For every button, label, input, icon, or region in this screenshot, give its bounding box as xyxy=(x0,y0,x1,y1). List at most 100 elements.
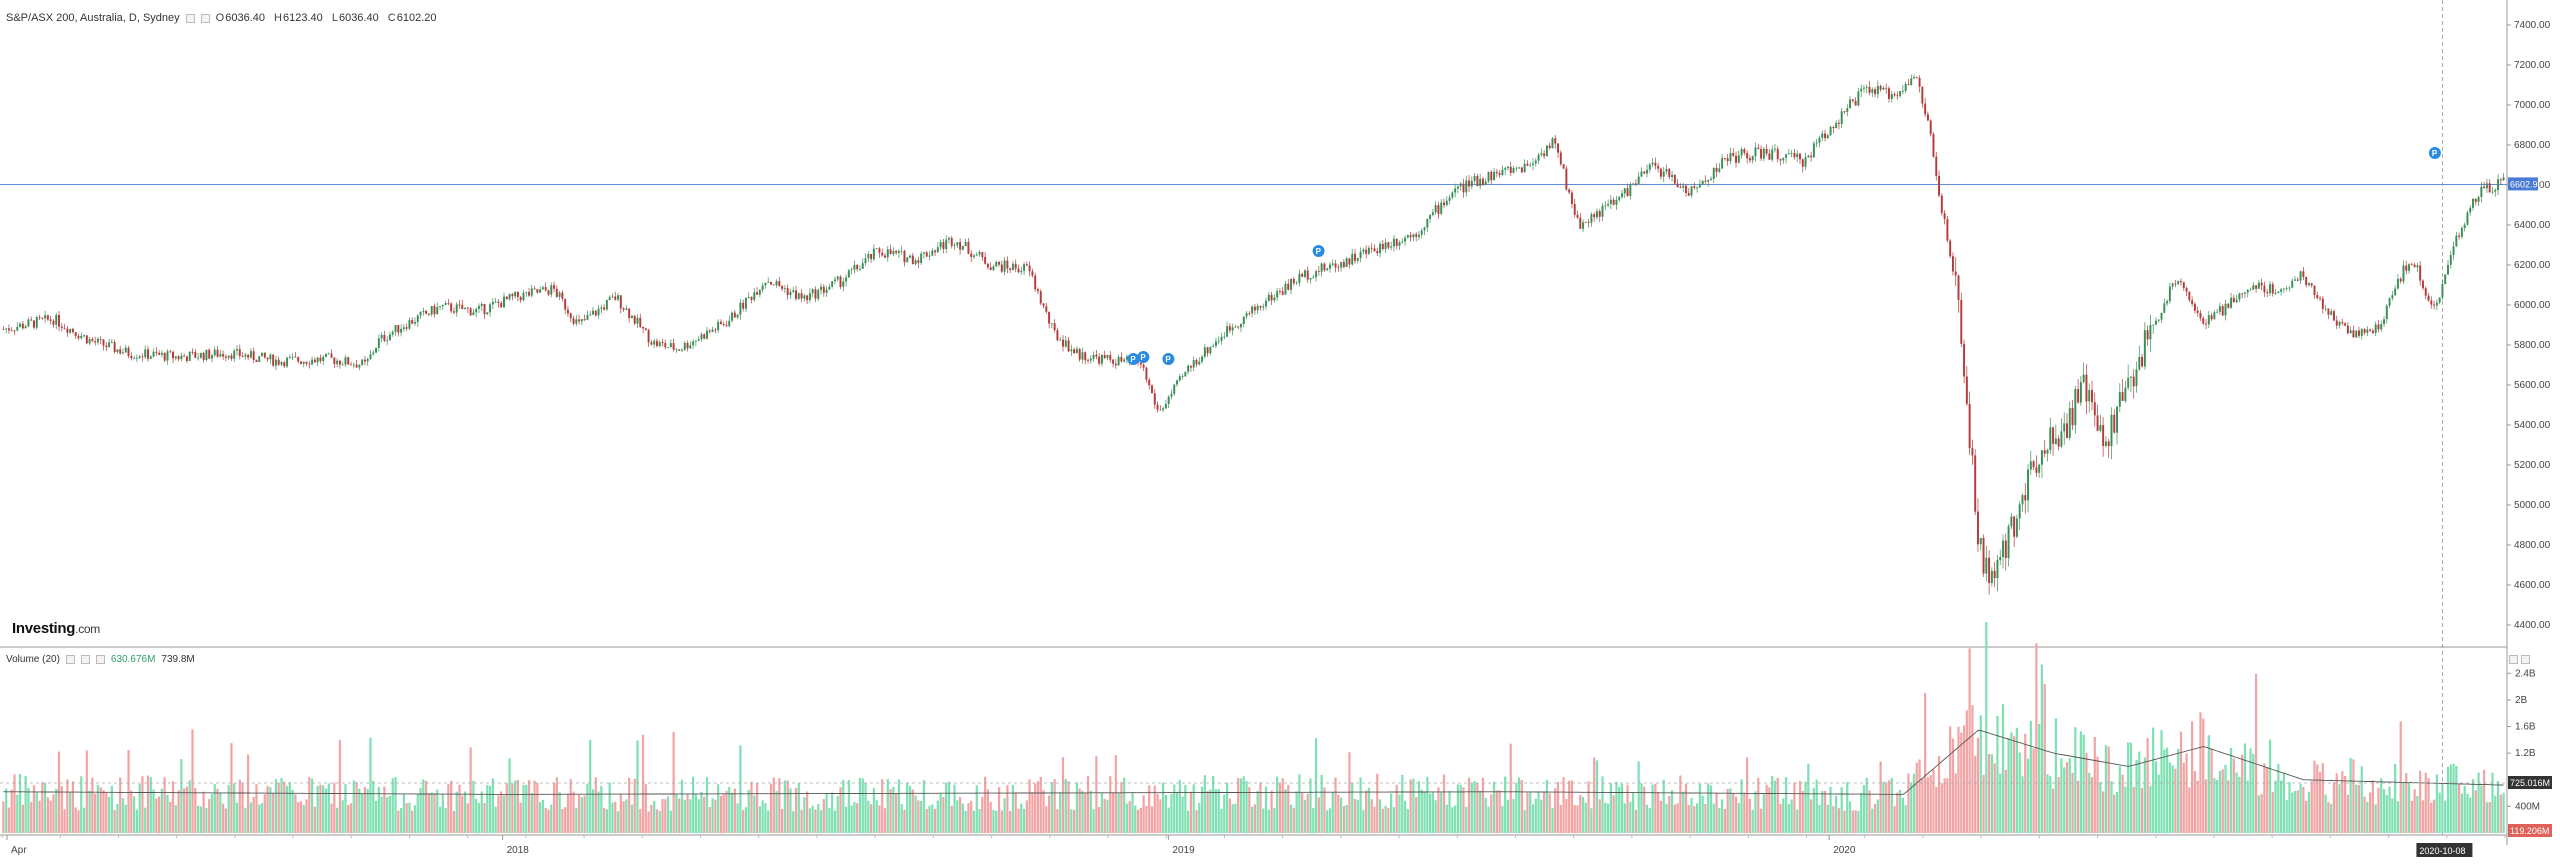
candle-body xyxy=(130,355,133,359)
candle-body xyxy=(694,340,697,342)
volume-bar xyxy=(2455,765,2458,833)
volume-bar xyxy=(2174,768,2177,833)
volume-bar xyxy=(2416,795,2419,833)
volume-bar xyxy=(1993,763,1996,833)
candle-body xyxy=(1726,158,1729,162)
candle-body xyxy=(925,252,928,257)
volume-bar xyxy=(544,807,547,833)
volume-bar xyxy=(2015,727,2019,833)
candle-body xyxy=(2477,197,2480,202)
candle-body xyxy=(1826,135,1829,139)
candle-body xyxy=(733,312,736,318)
hide-icon[interactable] xyxy=(65,655,75,664)
volume-bar xyxy=(2391,798,2394,833)
volume-bar xyxy=(1896,792,1899,833)
candle-body xyxy=(1990,570,1993,584)
volume-bar xyxy=(1017,808,1020,833)
volume-ma-line xyxy=(3,729,2504,795)
candle-body xyxy=(2260,282,2263,286)
volume-bar xyxy=(811,805,814,833)
volume-bar xyxy=(2424,772,2427,833)
volume-bar xyxy=(539,802,542,833)
volume-bar xyxy=(2218,770,2222,833)
volume-bar xyxy=(753,795,756,833)
candle-body xyxy=(408,320,411,329)
close-icon[interactable] xyxy=(95,655,105,664)
pane-controls xyxy=(2509,655,2530,664)
candle-body xyxy=(1117,356,1120,366)
volume-bar xyxy=(2360,766,2363,833)
settings-icon[interactable] xyxy=(200,13,210,23)
volume-bar xyxy=(1740,779,1743,833)
candle-body xyxy=(2049,427,2052,451)
volume-bar xyxy=(778,778,781,833)
volume-bar xyxy=(1987,754,1991,833)
volume-bar xyxy=(1448,790,1451,833)
volume-bar xyxy=(2463,785,2466,833)
hide-icon[interactable] xyxy=(185,13,195,23)
close-icon[interactable] xyxy=(2521,655,2530,664)
volume-bar xyxy=(322,785,325,833)
maximize-icon[interactable] xyxy=(2509,655,2518,664)
candle-body xyxy=(2444,274,2447,285)
volume-bar xyxy=(1779,803,1782,833)
candle-body xyxy=(1595,211,1598,218)
candle-body xyxy=(1278,291,1281,293)
candle-body xyxy=(1103,354,1106,359)
candle-body xyxy=(2046,450,2049,454)
volume-bar xyxy=(2277,764,2280,833)
volume-bar xyxy=(1676,803,1679,833)
price-tick-label: 4600.00 xyxy=(2514,580,2551,591)
candle-body xyxy=(1181,376,1184,378)
volume-bar xyxy=(2332,782,2336,833)
candle-body xyxy=(464,307,467,310)
volume-bar xyxy=(1342,805,1345,833)
candle-body xyxy=(2199,312,2202,319)
volume-tick-label: 400M xyxy=(2515,801,2540,812)
volume-bar xyxy=(372,780,375,833)
candle-body xyxy=(2188,291,2191,301)
candle-body xyxy=(1598,211,1601,217)
volume-bar xyxy=(255,784,258,833)
candle-body xyxy=(1949,240,1952,257)
volume-bar xyxy=(722,794,725,833)
candle-body xyxy=(672,343,675,350)
volume-bar xyxy=(1990,754,1993,833)
volume-bar xyxy=(2154,761,2158,833)
volume-bar xyxy=(1848,801,1852,833)
candle-body xyxy=(1885,87,1888,89)
candle-body xyxy=(2282,288,2285,290)
volume-bar xyxy=(1837,808,1841,833)
volume-bar xyxy=(1979,715,1982,833)
candle-body xyxy=(1832,127,1835,129)
candle-body xyxy=(1237,326,1240,328)
candle-body xyxy=(2349,330,2352,334)
candle-body xyxy=(1481,178,1484,185)
volume-bar xyxy=(1476,783,1479,833)
volume-bar xyxy=(2171,765,2174,833)
volume-bar xyxy=(505,783,508,833)
candle-body xyxy=(700,334,703,340)
volume-bar xyxy=(1679,775,1682,833)
volume-bar xyxy=(2257,795,2260,833)
settings-icon[interactable] xyxy=(80,655,90,664)
volume-bar xyxy=(438,806,442,833)
candle-body xyxy=(2472,198,2474,208)
candle-body xyxy=(1415,234,1418,237)
volume-bar xyxy=(1609,783,1612,833)
volume-bar xyxy=(74,807,77,833)
candle-body xyxy=(1189,365,1192,368)
candle-body xyxy=(947,238,950,240)
candle-body xyxy=(405,327,408,329)
candle-body xyxy=(853,264,856,270)
volume-bar xyxy=(2079,731,2082,833)
candle-body xyxy=(2480,186,2483,198)
volume-bar xyxy=(917,800,920,833)
volume-bar xyxy=(725,790,728,833)
volume-bar xyxy=(230,743,233,833)
candle-body xyxy=(1039,291,1042,304)
candle-body xyxy=(2344,323,2347,326)
candle-body xyxy=(1862,87,1865,89)
